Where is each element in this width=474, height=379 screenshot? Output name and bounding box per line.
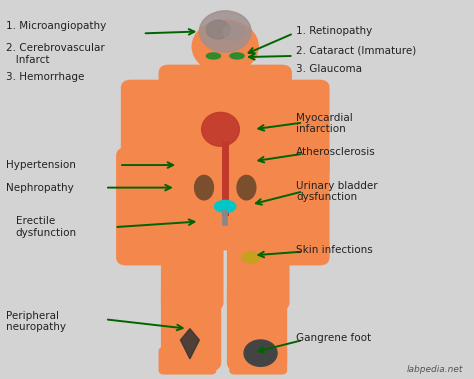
Circle shape [199,11,251,52]
FancyBboxPatch shape [117,148,169,265]
Text: 2. Cataract (Immature): 2. Cataract (Immature) [296,45,416,55]
Text: 3. Glaucoma: 3. Glaucoma [296,64,362,74]
FancyBboxPatch shape [155,197,296,250]
FancyBboxPatch shape [159,65,291,219]
FancyBboxPatch shape [213,65,237,80]
Text: Erectile: Erectile [16,216,55,227]
Ellipse shape [206,53,220,59]
Text: 3. Hemorrhage: 3. Hemorrhage [6,72,84,81]
Circle shape [192,20,258,73]
Text: Skin infections: Skin infections [296,245,373,255]
FancyBboxPatch shape [162,219,223,310]
Ellipse shape [195,175,213,200]
Text: 1. Microangiopathy: 1. Microangiopathy [6,21,106,31]
Ellipse shape [237,175,256,200]
Polygon shape [181,329,199,359]
Text: dysfunction: dysfunction [16,228,77,238]
Ellipse shape [201,113,239,146]
Text: Infarct: Infarct [6,55,50,65]
Text: Gangrene foot: Gangrene foot [296,333,371,343]
Text: neuropathy: neuropathy [6,322,66,332]
Text: Nephropathy: Nephropathy [6,183,74,193]
FancyBboxPatch shape [121,80,178,178]
Circle shape [223,24,244,41]
FancyBboxPatch shape [162,283,220,370]
Text: labpedia.net: labpedia.net [407,365,463,374]
FancyBboxPatch shape [277,148,329,265]
Circle shape [206,20,230,39]
FancyBboxPatch shape [228,219,289,310]
Text: Atherosclerosis: Atherosclerosis [296,147,376,157]
Text: 2. Cerebrovascular: 2. Cerebrovascular [6,44,105,53]
Text: Hypertension: Hypertension [6,160,76,170]
Text: infarction: infarction [296,124,346,134]
Ellipse shape [242,252,261,263]
Text: Myocardial: Myocardial [296,113,353,123]
Text: Urinary bladder: Urinary bladder [296,181,377,191]
Circle shape [244,340,277,366]
FancyBboxPatch shape [273,80,329,178]
FancyBboxPatch shape [228,283,286,370]
Ellipse shape [230,53,244,59]
FancyBboxPatch shape [159,348,216,374]
Ellipse shape [215,200,236,213]
Text: 1. Retinopathy: 1. Retinopathy [296,27,372,36]
Text: dysfunction: dysfunction [296,192,357,202]
Text: Peripheral: Peripheral [6,310,59,321]
FancyBboxPatch shape [230,348,286,374]
